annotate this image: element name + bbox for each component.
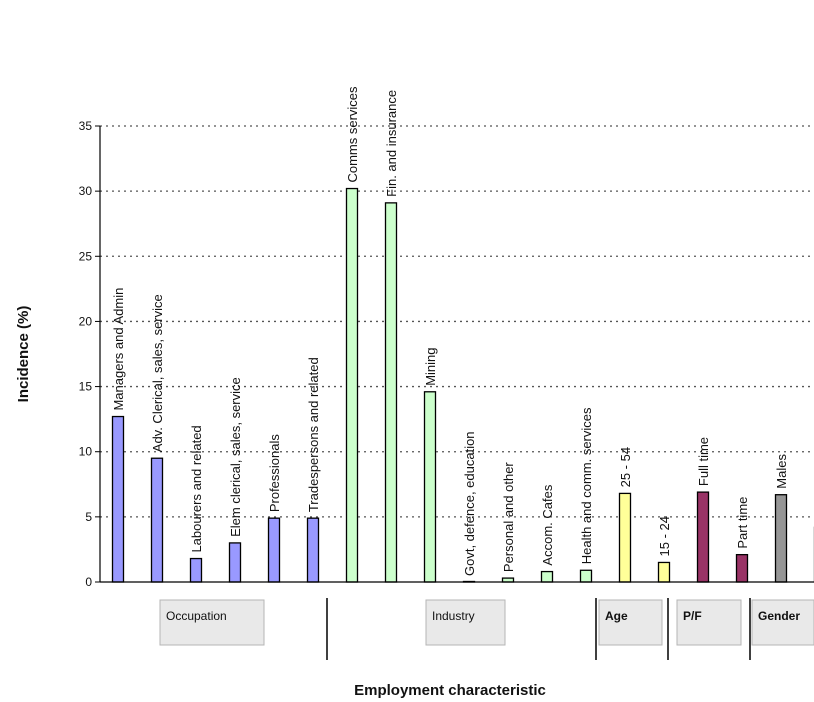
bar-label: Comms services bbox=[345, 86, 360, 183]
bar bbox=[150, 457, 164, 583]
y-tick-labels: 0 5 10 15 20 25 30 35 bbox=[79, 119, 100, 589]
group-box bbox=[751, 599, 814, 646]
bar-label: Accom. Cafes bbox=[540, 484, 555, 565]
y-tick-label: 30 bbox=[79, 184, 93, 198]
bar-label: Health and comm. services bbox=[579, 407, 594, 564]
bar-label: Managers and Admin bbox=[111, 288, 126, 411]
y-tick-label: 10 bbox=[79, 445, 93, 459]
bar bbox=[696, 491, 710, 583]
y-axis-title: Incidence (%) bbox=[15, 306, 32, 403]
y-tick-label: 35 bbox=[79, 119, 93, 133]
group-label: Industry bbox=[432, 609, 475, 623]
axes bbox=[99, 126, 814, 583]
group-box bbox=[676, 599, 742, 646]
bar-label: Tradespersons and related bbox=[306, 357, 321, 512]
bar-label: 15 - 24 bbox=[657, 516, 672, 556]
bar bbox=[345, 187, 359, 583]
group-label: Gender bbox=[758, 609, 800, 623]
bar bbox=[774, 494, 788, 583]
bar-label: Fin. and insurance bbox=[384, 90, 399, 197]
y-tick-label: 25 bbox=[79, 249, 93, 263]
bar bbox=[228, 542, 242, 583]
bar-label: Personal and other bbox=[501, 462, 516, 573]
grid-lines bbox=[100, 125, 814, 518]
bar-label: 25 - 54 bbox=[618, 447, 633, 487]
bar-label: Elem clerical, sales, service bbox=[228, 377, 243, 537]
bar bbox=[384, 202, 398, 583]
bar bbox=[540, 570, 554, 583]
bar-label: Labourers and related bbox=[189, 425, 204, 552]
group-box bbox=[159, 599, 265, 646]
bar-label: Males bbox=[774, 454, 789, 489]
bar-label: Professionals bbox=[267, 434, 282, 513]
bar bbox=[189, 557, 203, 583]
bar bbox=[423, 391, 437, 583]
bar-labels: Managers and Admin Adv. Clerical, sales, … bbox=[111, 86, 814, 576]
bar-label: Part time bbox=[735, 497, 750, 549]
bar-label: Full time bbox=[696, 437, 711, 486]
y-tick-label: 20 bbox=[79, 314, 93, 328]
group-box bbox=[598, 599, 663, 646]
y-tick-label: 0 bbox=[85, 575, 92, 589]
category-groups: Occupation Industry Age P/F Gender bbox=[159, 598, 814, 660]
bar bbox=[579, 569, 593, 583]
bar bbox=[618, 492, 632, 583]
bar bbox=[657, 561, 671, 583]
y-tick-label: 15 bbox=[79, 380, 93, 394]
bar-label: Adv. Clerical, sales, service bbox=[150, 294, 165, 452]
bar bbox=[267, 517, 281, 583]
y-tick-label: 5 bbox=[85, 510, 92, 524]
group-label: P/F bbox=[683, 609, 702, 623]
group-label: Age bbox=[605, 609, 628, 623]
x-axis-title: Employment characteristic bbox=[354, 682, 546, 699]
bar-label: Govt, defence, education bbox=[462, 431, 477, 576]
group-label: Occupation bbox=[166, 609, 227, 623]
bar bbox=[306, 517, 320, 583]
bar-label: Mining bbox=[423, 347, 438, 385]
group-box bbox=[425, 599, 506, 646]
bar bbox=[735, 553, 749, 583]
bar bbox=[111, 415, 125, 583]
